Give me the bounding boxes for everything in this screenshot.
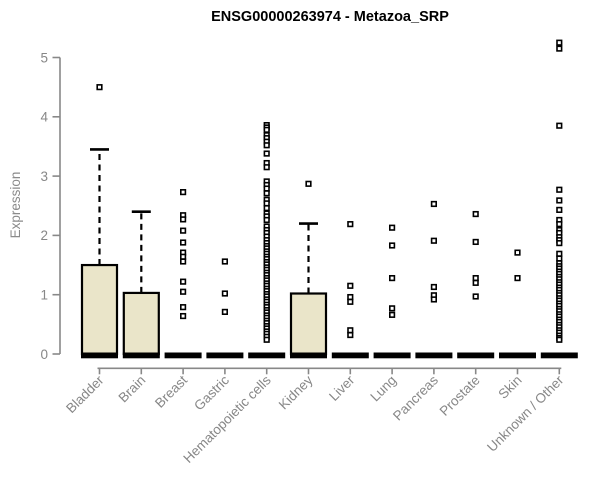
outlier-point — [96, 84, 103, 91]
x-tick-label: Bladder — [63, 372, 107, 416]
outlier-point — [347, 282, 354, 289]
outlier-point — [180, 258, 187, 265]
x-tick-label: Prostate — [437, 373, 483, 419]
outlier-point — [180, 189, 187, 196]
outlier-point — [347, 298, 354, 305]
outlier-point — [556, 206, 563, 214]
outlier-point — [347, 293, 354, 301]
outlier-point — [180, 288, 187, 295]
median-bar — [457, 352, 495, 359]
x-tick-label: Skin — [495, 373, 524, 402]
outlier-point — [180, 304, 187, 311]
outlier-point — [221, 290, 229, 297]
outlier-point — [514, 249, 521, 256]
y-tick-label: 5 — [40, 50, 48, 65]
y-tick-label: 1 — [40, 288, 48, 303]
y-tick-label: 4 — [40, 110, 48, 125]
x-tick-label: Lung — [367, 373, 399, 405]
median-bar — [290, 352, 327, 359]
outlier-point — [305, 180, 312, 187]
outlier-point — [180, 239, 187, 246]
outlier-point — [388, 242, 396, 249]
median-bar — [81, 352, 118, 359]
outlier-point — [472, 238, 479, 246]
outlier-point — [263, 164, 270, 171]
outlier-point — [556, 197, 563, 204]
outlier-point — [556, 336, 563, 343]
outlier-point — [180, 312, 187, 320]
outlier-point — [180, 227, 187, 234]
outlier-point — [221, 258, 229, 265]
outlier-point — [180, 216, 187, 223]
outlier-point — [388, 305, 396, 312]
median-bar — [373, 352, 411, 359]
outlier-point — [556, 250, 563, 257]
outlier-point — [388, 311, 396, 318]
outlier-point — [263, 150, 270, 157]
outlier-point — [347, 331, 354, 339]
x-tick-label: Liver — [326, 372, 358, 404]
outlier-point — [430, 237, 438, 244]
median-bar — [248, 352, 286, 359]
outlier-point — [180, 253, 187, 260]
outlier-point — [221, 308, 229, 315]
box — [80, 263, 119, 356]
outlier-point — [263, 200, 270, 207]
outlier-point — [263, 336, 270, 343]
x-tick-label: Pancreas — [390, 372, 441, 423]
x-tick-label: Breast — [152, 372, 190, 410]
outlier-point — [556, 45, 563, 52]
outlier-point — [472, 274, 479, 282]
outlier-point — [347, 327, 354, 334]
median-bar — [415, 352, 453, 359]
median-bar — [499, 352, 536, 359]
outlier-point — [263, 185, 270, 192]
outlier-point — [556, 255, 563, 262]
outlier-point — [430, 283, 438, 291]
outlier-point — [472, 210, 479, 218]
outlier-point — [347, 221, 354, 228]
x-tick-label: Gastric — [191, 372, 232, 413]
outlier-point — [263, 190, 270, 197]
outlier-point — [556, 39, 563, 46]
y-tick-label: 2 — [40, 228, 48, 243]
box — [289, 292, 328, 356]
median-bar — [206, 352, 244, 359]
x-tick-label: Unknown / Other — [484, 372, 567, 455]
outlier-point — [180, 278, 187, 285]
outlier-point — [263, 216, 270, 224]
median-bar — [540, 352, 578, 359]
outlier-point — [388, 274, 396, 282]
chart-title: ENSG00000263974 - Metazoa_SRP — [211, 9, 449, 25]
y-tick-label: 0 — [40, 347, 48, 362]
outlier-point — [263, 205, 270, 212]
x-tick-label: Brain — [116, 373, 149, 406]
box — [122, 291, 160, 356]
median-bar — [164, 352, 202, 359]
median-bar — [122, 352, 160, 359]
outlier-point — [430, 296, 438, 303]
y-tick-label: 3 — [40, 169, 48, 184]
outlier-point — [556, 240, 563, 247]
outlier-point — [388, 224, 396, 231]
outlier-point — [556, 221, 563, 228]
x-tick-label: Kidney — [276, 372, 316, 412]
outlier-point — [430, 200, 438, 208]
outlier-point — [556, 186, 563, 193]
outlier-point — [472, 279, 479, 286]
median-bar — [331, 352, 369, 359]
outlier-point — [556, 122, 563, 129]
outlier-point — [263, 126, 270, 133]
outlier-point — [514, 274, 521, 282]
outlier-point — [472, 293, 479, 300]
outlier-point — [263, 142, 270, 149]
